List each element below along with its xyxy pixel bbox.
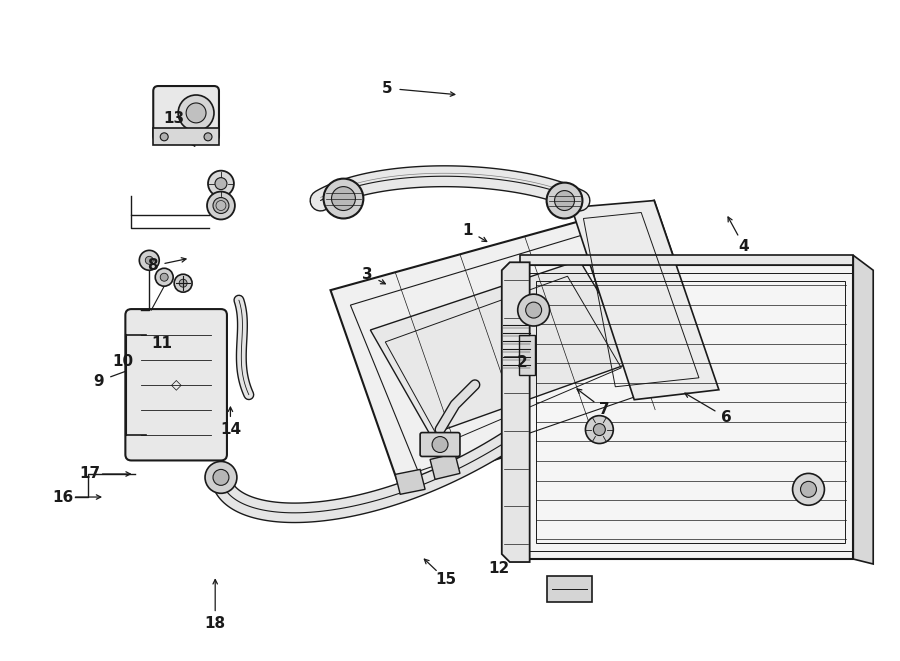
Circle shape <box>186 103 206 123</box>
Text: 9: 9 <box>94 373 104 389</box>
Text: 8: 8 <box>147 258 158 274</box>
Text: 4: 4 <box>739 239 750 254</box>
Circle shape <box>204 133 212 141</box>
FancyBboxPatch shape <box>420 432 460 457</box>
Text: 15: 15 <box>435 572 456 587</box>
Circle shape <box>140 251 159 270</box>
Circle shape <box>179 279 187 287</box>
Circle shape <box>323 178 364 219</box>
Circle shape <box>593 424 606 436</box>
Circle shape <box>213 469 229 485</box>
Circle shape <box>793 473 824 505</box>
Text: 3: 3 <box>362 267 373 282</box>
Text: 2: 2 <box>517 354 527 369</box>
Polygon shape <box>395 469 425 494</box>
Text: 17: 17 <box>79 467 100 481</box>
Polygon shape <box>370 260 639 434</box>
Circle shape <box>585 416 613 444</box>
Circle shape <box>207 192 235 219</box>
Circle shape <box>175 274 192 292</box>
Circle shape <box>554 190 574 210</box>
Circle shape <box>208 171 234 196</box>
Text: 14: 14 <box>220 422 241 437</box>
Circle shape <box>160 273 168 281</box>
Polygon shape <box>430 453 460 479</box>
Text: 16: 16 <box>52 490 74 504</box>
Polygon shape <box>519 255 853 265</box>
Polygon shape <box>518 335 535 375</box>
Text: 7: 7 <box>598 402 609 417</box>
Circle shape <box>800 481 816 497</box>
Text: 12: 12 <box>489 561 510 576</box>
Text: 18: 18 <box>204 616 226 631</box>
Polygon shape <box>330 200 719 489</box>
Text: 6: 6 <box>721 410 732 425</box>
Circle shape <box>178 95 214 131</box>
Polygon shape <box>853 255 873 564</box>
Text: 10: 10 <box>112 354 133 369</box>
Text: 5: 5 <box>382 81 392 96</box>
Circle shape <box>546 182 582 219</box>
Circle shape <box>215 178 227 190</box>
Text: 11: 11 <box>151 336 172 351</box>
FancyBboxPatch shape <box>153 128 219 145</box>
Polygon shape <box>572 200 719 400</box>
Polygon shape <box>502 262 530 562</box>
Circle shape <box>526 302 542 318</box>
Circle shape <box>213 198 229 214</box>
Text: ◇: ◇ <box>171 378 182 392</box>
Circle shape <box>160 133 168 141</box>
Circle shape <box>518 294 550 326</box>
FancyBboxPatch shape <box>125 309 227 461</box>
Polygon shape <box>519 265 853 559</box>
Circle shape <box>432 436 448 453</box>
Text: 1: 1 <box>463 223 473 238</box>
FancyBboxPatch shape <box>153 86 219 141</box>
Circle shape <box>145 256 153 264</box>
Circle shape <box>205 461 237 493</box>
Circle shape <box>155 268 173 286</box>
Circle shape <box>331 186 356 210</box>
Text: 13: 13 <box>164 111 184 126</box>
FancyBboxPatch shape <box>546 576 592 602</box>
